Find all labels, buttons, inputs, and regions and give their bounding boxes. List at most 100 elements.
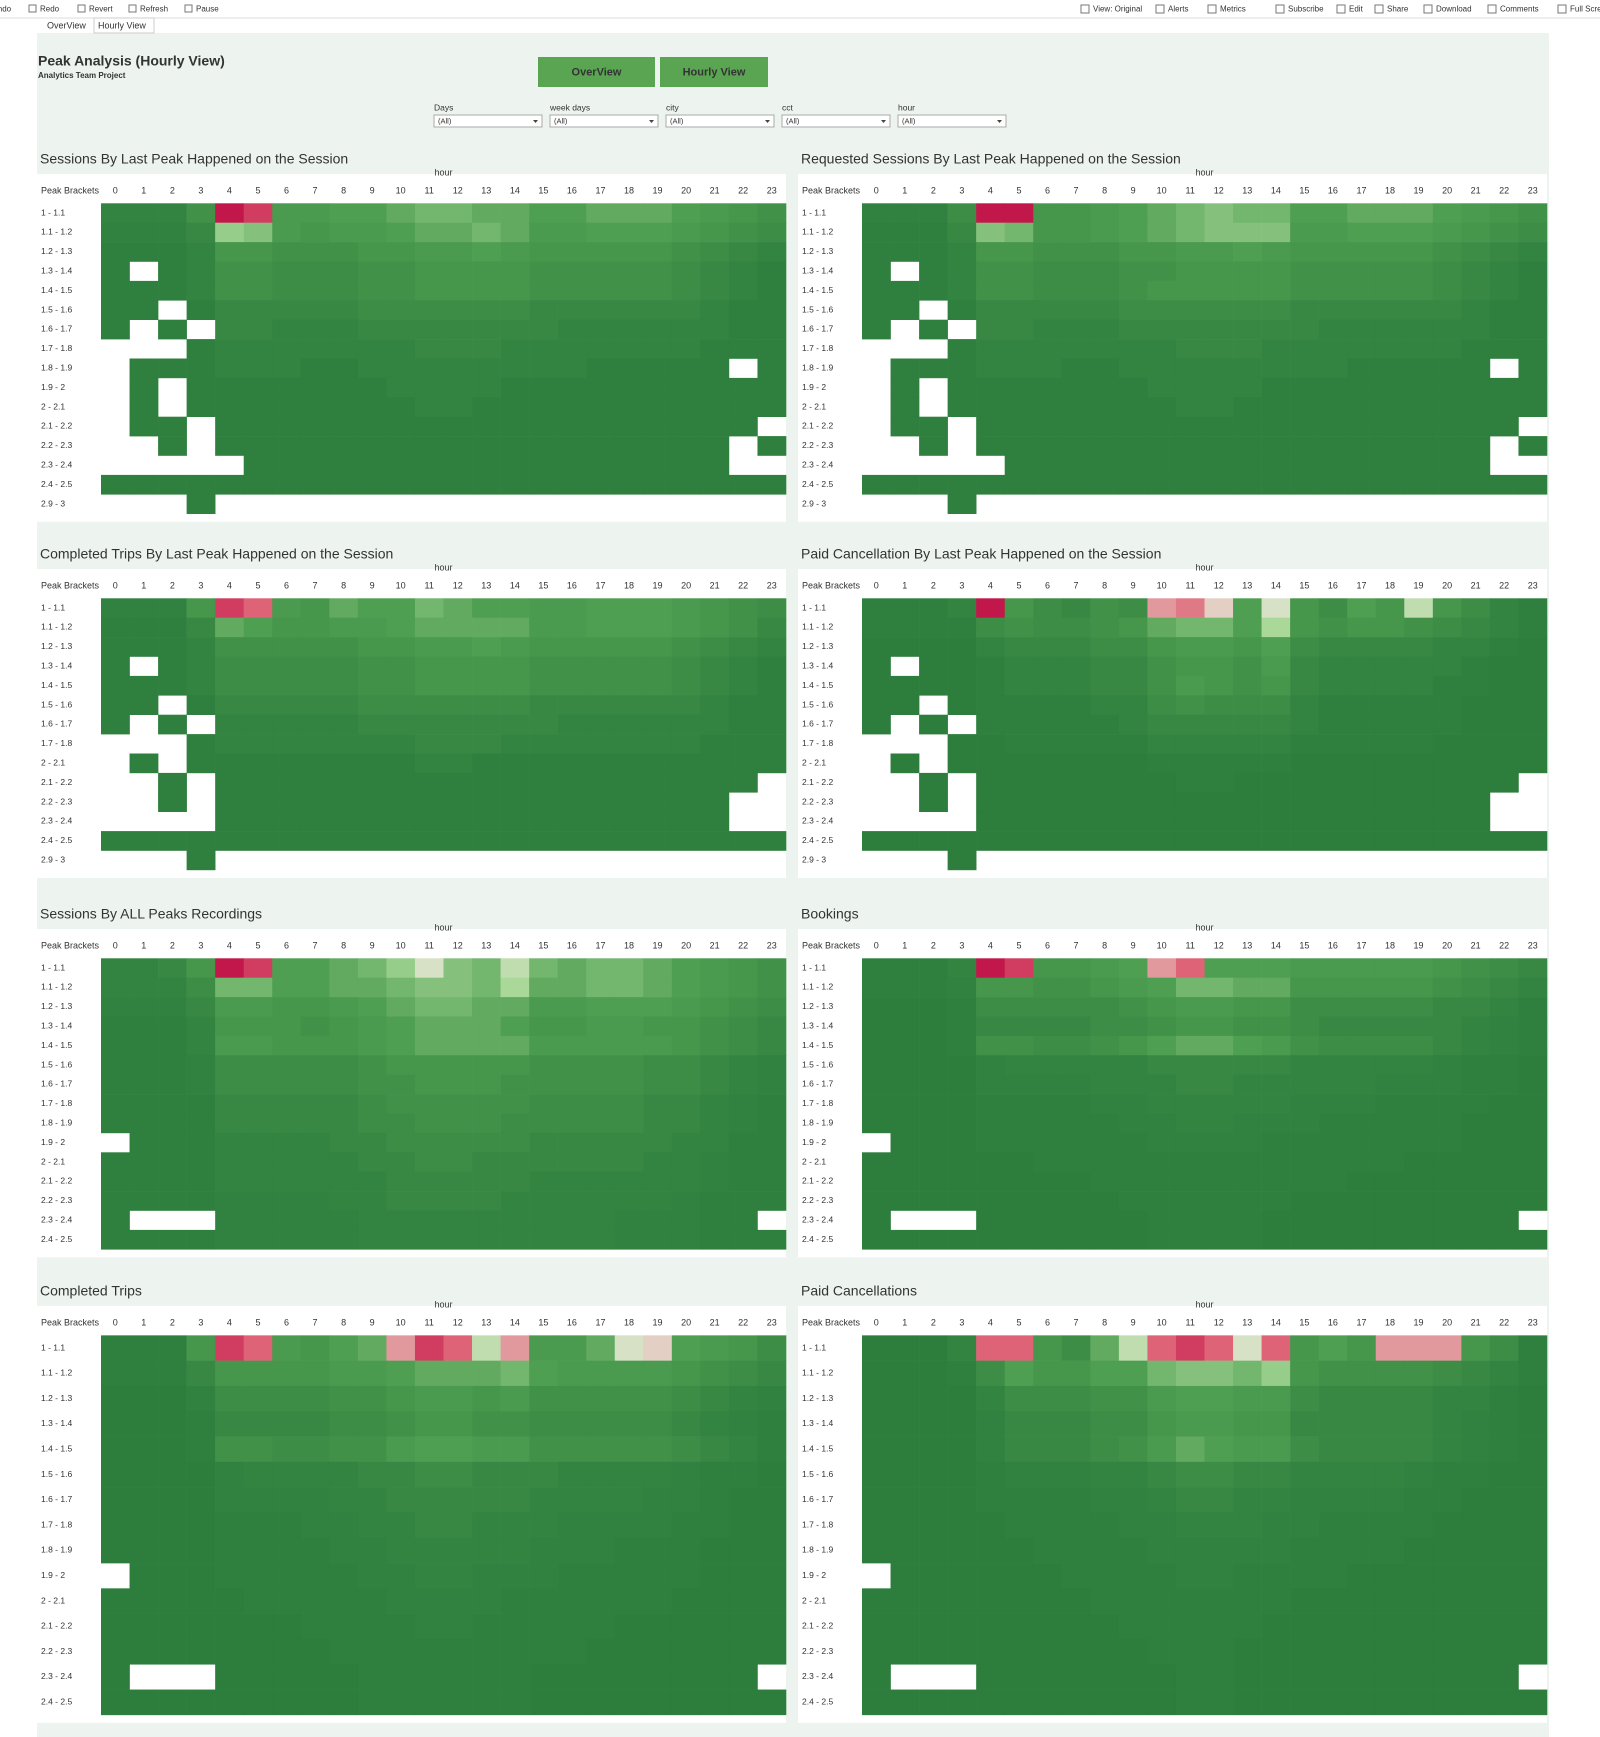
y-tick-label: 1.7 - 1.8 [802,1519,833,1529]
heatmap-cell [947,1074,977,1095]
toolbar-button[interactable]: Subscribe [1288,5,1324,14]
filter-dropdown[interactable] [433,114,543,128]
heatmap-cell [1318,958,1348,978]
toolbar-button[interactable]: Pause [196,5,219,14]
toolbar-icon[interactable] [77,4,86,13]
heatmap-cell [1461,261,1491,282]
toolbar-icon[interactable] [1207,4,1217,14]
nav-button[interactable] [538,57,655,87]
heatmap-cell [1518,1512,1548,1539]
toolbar-icon[interactable] [1275,4,1285,14]
heatmap-cell [1061,1613,1091,1640]
heatmap-cell [671,1229,701,1250]
heatmap-cell [1004,1132,1034,1153]
toolbar-button[interactable]: Metrics [1220,5,1246,14]
heatmap-cell [1461,416,1491,437]
heatmap-cell [1290,300,1319,320]
toolbar-icon[interactable] [1423,4,1433,14]
heatmap-cell [500,637,530,657]
toolbar-button[interactable]: Download [1436,5,1472,14]
heatmap-cell [243,1094,273,1114]
toolbar-icon[interactable] [1336,4,1346,14]
heatmap-cell [890,598,920,618]
tab[interactable]: Hourly View [98,20,146,30]
heatmap-cell [1233,1638,1262,1665]
toolbar-button[interactable]: Share [1387,5,1409,14]
heatmap-cell [300,1385,330,1412]
heatmap-cell [1147,831,1177,851]
heatmap-cell [1004,474,1034,495]
toolbar-button[interactable]: Comments [1500,5,1539,14]
heatmap-cell [643,1210,673,1231]
heatmap-cell [1489,714,1519,735]
toolbar-button[interactable]: Alerts [1168,5,1188,14]
heatmap-cell [1347,1613,1377,1640]
heatmap-cell [1461,1171,1491,1192]
heatmap-cell [357,772,387,793]
filter-value: (All) [438,116,452,125]
toolbar-button[interactable]: Undo [0,5,12,14]
tab[interactable]: OverView [47,20,86,30]
chart-title: Sessions By ALL Peaks Recordings [40,906,262,922]
heatmap-cell [529,1113,558,1134]
toolbar-icon[interactable] [1487,4,1497,14]
y-tick-label: 2.3 - 2.4 [41,1671,72,1681]
toolbar-icon[interactable] [184,4,193,13]
toolbar-icon[interactable] [28,4,37,13]
heatmap-cell [1204,792,1234,812]
heatmap-cell [700,1016,730,1037]
heatmap-cell [643,958,673,978]
heatmap-cell [1033,1689,1063,1716]
heatmap-cell [976,203,1006,223]
toolbar-button[interactable]: Full Screen [1570,5,1600,14]
toolbar-icon[interactable] [1557,4,1567,14]
heatmap-cell [586,1074,616,1095]
filter-dropdown[interactable] [781,114,891,128]
heatmap-cell [1061,714,1091,735]
nav-button[interactable] [660,57,768,87]
heatmap-cell [1147,1152,1177,1172]
heatmap-cell [1261,1436,1291,1463]
heatmap-cell [643,300,673,320]
y-tick-label: 1.2 - 1.3 [802,641,833,651]
nav-button-label[interactable]: Hourly View [683,66,746,78]
heatmap-cell [243,1563,273,1589]
nav-button-label[interactable]: OverView [572,66,622,78]
toolbar-button[interactable]: Edit [1349,5,1364,14]
toolbar-button[interactable]: View: Original [1093,5,1142,14]
heatmap-cell [1061,1132,1091,1153]
heatmap-cell [643,997,673,1017]
y-tick-label: 1.4 - 1.5 [802,1443,833,1453]
tab-active[interactable] [93,17,155,34]
toolbar-icon[interactable] [1374,4,1384,14]
filter-dropdown[interactable] [549,114,659,128]
heatmap-cell [700,1487,730,1513]
x-tick-label: 14 [510,581,520,591]
heatmap-cell [862,474,891,495]
toolbar-button[interactable]: Refresh [140,5,168,14]
heatmap-cell [671,474,701,495]
heatmap-cell [101,1016,130,1037]
toolbar-icon[interactable] [1080,4,1090,14]
toolbar-button[interactable]: Revert [89,5,113,14]
heatmap-cell [757,1335,787,1361]
heatmap-cell [329,1411,359,1437]
heatmap-cell [1147,958,1177,978]
filter-label: city [666,102,680,112]
heatmap-cell [1489,1074,1519,1095]
heatmap-cell [357,1461,387,1488]
heatmap-cell [1375,1113,1405,1134]
heatmap-cell [1147,977,1177,998]
filter-dropdown[interactable] [897,114,1007,128]
heatmap-cell [329,1689,359,1716]
toolbar-button[interactable]: Redo [40,5,60,14]
toolbar-icon[interactable] [1155,4,1165,14]
toolbar-icon[interactable] [128,4,137,13]
heatmap-cell [215,811,245,832]
heatmap-cell [1261,1664,1291,1690]
heatmap-cell [947,637,977,657]
heatmap-cell [186,358,216,379]
heatmap-cell [1518,637,1548,657]
filter-dropdown[interactable] [665,114,775,128]
heatmap-cell [757,695,787,715]
